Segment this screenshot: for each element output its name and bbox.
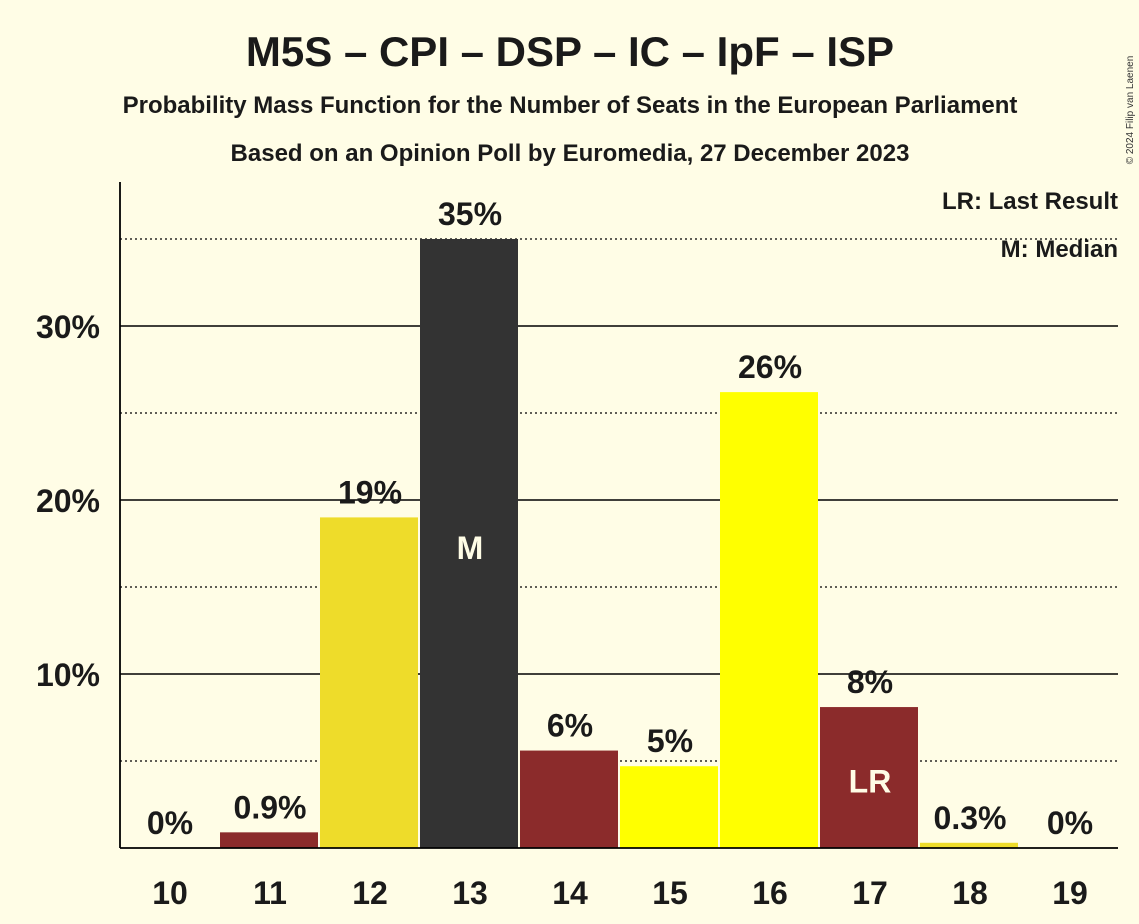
bar-labels: 0% 0.9% 19% 35% 6% 5% 26% 8% 0.3% 0%	[147, 196, 1093, 841]
bar-14	[520, 750, 618, 848]
marker-lr: LR	[849, 763, 892, 799]
y-tick-labels: 10% 20% 30%	[36, 309, 100, 693]
bar-markers: M LR	[457, 530, 892, 799]
bar-15	[620, 766, 718, 848]
bar-label-15: 5%	[647, 723, 693, 759]
x-tick-14: 14	[552, 875, 588, 911]
bar-11	[220, 832, 318, 848]
legend-median: M: Median	[1001, 236, 1118, 263]
bar-label-11: 0.9%	[234, 789, 307, 825]
bar-18	[920, 842, 1018, 848]
x-tick-17: 17	[852, 875, 888, 911]
x-tick-16: 16	[752, 875, 788, 911]
chart-subtitle: Probability Mass Function for the Number…	[123, 92, 1018, 119]
bar-label-14: 6%	[547, 708, 593, 744]
chart-title: M5S – CPI – DSP – IC – IpF – ISP	[246, 28, 894, 75]
x-tick-19: 19	[1052, 875, 1088, 911]
bar-label-19: 0%	[1047, 805, 1093, 841]
chart-subtitle-source: Based on an Opinion Poll by Euromedia, 2…	[231, 140, 910, 167]
bar-label-18: 0.3%	[934, 800, 1007, 836]
bars	[220, 239, 1018, 848]
x-tick-18: 18	[952, 875, 988, 911]
axes	[119, 182, 1118, 849]
bar-label-10: 0%	[147, 805, 193, 841]
x-tick-11: 11	[253, 875, 287, 911]
x-tick-10: 10	[152, 875, 188, 911]
bar-label-12: 19%	[338, 474, 402, 510]
x-tick-15: 15	[652, 875, 688, 911]
bar-12	[320, 517, 418, 848]
x-tick-12: 12	[352, 875, 388, 911]
gridlines	[120, 238, 1118, 762]
y-tick-10: 10%	[36, 657, 100, 693]
legend-last-result: LR: Last Result	[942, 188, 1118, 215]
bar-label-13: 35%	[438, 196, 502, 232]
bar-16	[720, 392, 818, 848]
copyright-notice: © 2024 Filip van Laenen	[1125, 56, 1136, 165]
x-tick-13: 13	[452, 875, 488, 911]
bar-13	[420, 239, 518, 848]
y-tick-30: 30%	[36, 309, 100, 345]
bar-label-16: 26%	[738, 349, 802, 385]
bar-17	[820, 707, 918, 848]
marker-m: M	[457, 530, 484, 566]
x-tick-labels: 10 11 12 13 14 15 16 17 18 19	[152, 875, 1088, 911]
y-tick-20: 20%	[36, 483, 100, 519]
bar-label-17: 8%	[847, 664, 893, 700]
